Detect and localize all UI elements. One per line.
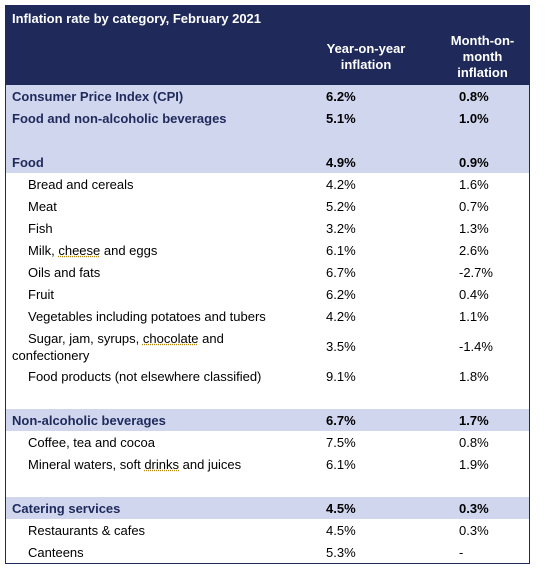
column-header-mom-line2: month — [462, 49, 503, 64]
row-mom: 1.7% — [459, 413, 489, 428]
row-label: Mineral waters, soft drinks and juices — [28, 457, 241, 472]
table-row-oils: Oils and fats 6.7% -2.7% — [6, 261, 529, 283]
table-row-restaurants: Restaurants & cafes 4.5% 0.3% — [6, 519, 529, 541]
row-label: Food — [12, 155, 44, 170]
row-label: Consumer Price Index (CPI) — [12, 89, 184, 104]
row-mom: 2.6% — [459, 243, 489, 258]
inflation-table: Inflation rate by category, February 202… — [5, 5, 530, 564]
column-header-yoy-line1: Year-on-year — [326, 41, 406, 56]
column-header-mom: Month-on- month inflation — [436, 33, 529, 81]
row-label: Catering services — [12, 501, 121, 516]
table-row-food-nab: Food and non-alcoholic beverages 5.1% 1.… — [6, 107, 529, 129]
row-yoy: 6.1% — [326, 243, 356, 258]
row-label-part: and confectionery — [12, 331, 224, 363]
row-mom: - — [459, 545, 464, 560]
column-header-yoy-line2: inflation — [340, 57, 392, 72]
table-row-meat: Meat 5.2% 0.7% — [6, 195, 529, 217]
table-row-food-products: Food products (not elsewhere classified)… — [6, 365, 529, 387]
row-label: Meat — [28, 199, 57, 214]
row-yoy: 3.2% — [326, 221, 356, 236]
row-label-part: drinks — [144, 457, 180, 472]
table-row-mineral: Mineral waters, soft drinks and juices 6… — [6, 453, 529, 475]
row-label-part: Mineral waters, soft — [28, 457, 145, 472]
row-label: Coffee, tea and cocoa — [28, 435, 155, 450]
row-label: Restaurants & cafes — [28, 523, 146, 538]
table-row-coffee: Coffee, tea and cocoa 7.5% 0.8% — [6, 431, 529, 453]
row-label: Canteens — [28, 545, 84, 560]
row-mom: 1.0% — [459, 111, 489, 126]
table-row-milk: Milk, cheese and eggs 6.1% 2.6% — [6, 239, 529, 261]
row-yoy: 3.5% — [326, 339, 356, 354]
row-label: Fish — [28, 221, 53, 236]
table-row-fish: Fish 3.2% 1.3% — [6, 217, 529, 239]
row-yoy: 4.5% — [326, 523, 356, 538]
spacer-row — [6, 475, 529, 497]
table-row-cpi: Consumer Price Index (CPI) 6.2% 0.8% — [6, 85, 529, 107]
row-mom: 1.9% — [459, 457, 489, 472]
row-yoy: 6.2% — [326, 287, 356, 302]
row-label: Fruit — [28, 287, 54, 302]
row-yoy: 5.1% — [326, 111, 356, 126]
table-header: Inflation rate by category, February 202… — [6, 6, 529, 85]
row-mom: -2.7% — [459, 265, 493, 280]
row-yoy: 6.2% — [326, 89, 356, 104]
row-mom: 0.3% — [459, 523, 489, 538]
row-label: Non-alcoholic beverages — [12, 413, 166, 428]
table-row-vegetables: Vegetables including potatoes and tubers… — [6, 305, 529, 327]
table-row-fruit: Fruit 6.2% 0.4% — [6, 283, 529, 305]
row-yoy: 4.9% — [326, 155, 356, 170]
row-label-part: chocolate — [142, 331, 199, 346]
row-label-part: and juices — [179, 457, 242, 472]
row-label: Food products (not elsewhere classified) — [28, 369, 262, 384]
row-yoy: 5.3% — [326, 545, 356, 560]
row-yoy: 4.2% — [326, 177, 356, 192]
row-mom: 0.4% — [459, 287, 489, 302]
table-row-canteens: Canteens 5.3% - — [6, 541, 529, 563]
row-label: Food and non-alcoholic beverages — [12, 111, 227, 126]
column-header-mom-line3: inflation — [457, 65, 508, 80]
row-yoy: 6.7% — [326, 265, 356, 280]
row-label: Vegetables including potatoes and tubers — [28, 309, 266, 324]
row-label: Oils and fats — [28, 265, 101, 280]
row-yoy: 6.1% — [326, 457, 356, 472]
table-title: Inflation rate by category, February 202… — [12, 11, 262, 26]
row-mom: 0.9% — [459, 155, 489, 170]
table-row-sugar: Sugar, jam, syrups, chocolate and confec… — [6, 327, 529, 365]
row-yoy: 9.1% — [326, 369, 356, 384]
row-mom: 0.7% — [459, 199, 489, 214]
row-yoy: 7.5% — [326, 435, 356, 450]
row-label-part: Milk, — [28, 243, 59, 258]
row-mom: 1.3% — [459, 221, 489, 236]
row-yoy: 4.5% — [326, 501, 356, 516]
table-row-nab: Non-alcoholic beverages 6.7% 1.7% — [6, 409, 529, 431]
row-mom: -1.4% — [459, 339, 493, 354]
table-row-bread: Bread and cereals 4.2% 1.6% — [6, 173, 529, 195]
row-yoy: 5.2% — [326, 199, 356, 214]
table-row-food: Food 4.9% 0.9% — [6, 151, 529, 173]
column-header-yoy: Year-on-year inflation — [306, 41, 426, 73]
row-mom: 0.8% — [459, 435, 489, 450]
row-yoy: 6.7% — [326, 413, 356, 428]
spacer-row — [6, 387, 529, 409]
column-header-mom-line1: Month-on- — [450, 33, 515, 48]
spacer-row — [6, 129, 529, 151]
row-label-part: and eggs — [100, 243, 158, 258]
row-label-part: cheese — [58, 243, 101, 258]
row-mom: 0.8% — [459, 89, 489, 104]
row-label: Milk, cheese and eggs — [28, 243, 157, 258]
row-label: Bread and cereals — [28, 177, 134, 192]
row-yoy: 4.2% — [326, 309, 356, 324]
row-label-part: Sugar, jam, syrups, — [28, 331, 143, 346]
row-mom: 1.6% — [459, 177, 489, 192]
row-label: Sugar, jam, syrups, chocolate and confec… — [12, 330, 302, 364]
row-mom: 1.1% — [459, 309, 489, 324]
table-row-catering: Catering services 4.5% 0.3% — [6, 497, 529, 519]
row-mom: 1.8% — [459, 369, 489, 384]
row-mom: 0.3% — [459, 501, 489, 516]
